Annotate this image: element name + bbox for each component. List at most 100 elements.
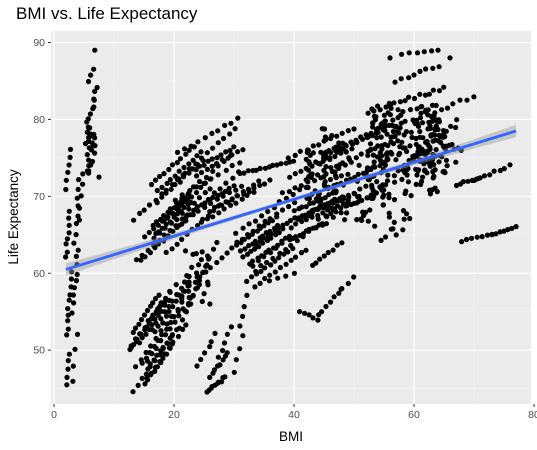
data-point <box>235 115 241 121</box>
data-point <box>453 159 459 165</box>
data-point <box>367 207 373 213</box>
data-point <box>381 112 387 118</box>
data-point <box>318 149 324 155</box>
data-point <box>172 319 178 325</box>
data-point <box>380 194 386 200</box>
data-point <box>337 162 343 168</box>
data-point <box>262 165 268 171</box>
data-point <box>215 140 221 146</box>
data-point <box>351 126 357 132</box>
data-point <box>283 261 289 267</box>
data-point <box>258 268 264 274</box>
data-point <box>261 254 267 260</box>
data-point <box>223 180 229 186</box>
data-point <box>426 91 432 97</box>
data-point <box>253 271 260 277</box>
data-point <box>246 189 252 195</box>
data-point <box>333 144 339 150</box>
data-point <box>173 298 179 304</box>
data-point <box>74 271 80 278</box>
y-tick-label: 80 <box>33 114 45 126</box>
data-point <box>85 124 91 130</box>
data-point <box>169 210 175 216</box>
data-point <box>257 280 263 286</box>
data-point <box>204 216 210 222</box>
data-point <box>169 246 175 252</box>
data-point <box>64 382 70 388</box>
x-tick-label: 40 <box>288 409 300 421</box>
data-point <box>205 158 211 164</box>
data-point <box>166 308 172 315</box>
data-point <box>290 245 296 252</box>
data-point <box>69 310 75 316</box>
data-point <box>161 232 167 238</box>
data-point <box>167 219 173 225</box>
data-point <box>396 130 402 136</box>
data-point <box>309 171 315 177</box>
data-point <box>334 242 340 248</box>
data-point <box>285 155 291 161</box>
data-point <box>177 156 183 162</box>
data-point <box>381 187 387 193</box>
data-point <box>186 170 192 176</box>
data-point <box>339 240 345 246</box>
data-point <box>379 153 385 159</box>
data-point <box>265 220 271 226</box>
data-point <box>214 239 220 246</box>
data-point <box>131 217 137 223</box>
data-point <box>321 174 327 180</box>
data-point <box>408 129 414 135</box>
data-point <box>128 344 134 350</box>
data-point <box>290 158 297 164</box>
data-point <box>400 208 407 214</box>
data-point <box>338 205 344 211</box>
data-point <box>422 167 428 173</box>
data-point <box>359 136 366 142</box>
data-point <box>267 177 273 183</box>
data-point <box>327 299 334 305</box>
data-point <box>330 214 336 220</box>
data-point <box>178 209 184 215</box>
data-point <box>257 165 263 172</box>
data-point <box>198 169 205 176</box>
data-point <box>275 275 281 281</box>
data-point <box>306 312 312 318</box>
data-point <box>293 221 299 227</box>
data-point <box>167 345 173 351</box>
data-point <box>219 157 225 163</box>
data-point <box>317 256 323 262</box>
data-point <box>364 195 370 201</box>
data-point <box>78 193 84 199</box>
data-point <box>354 139 360 145</box>
data-point <box>454 117 460 123</box>
data-point <box>275 225 281 231</box>
data-point <box>255 258 261 264</box>
data-point <box>237 346 243 352</box>
data-point <box>202 190 208 196</box>
data-point <box>430 175 436 181</box>
data-point <box>355 171 361 177</box>
data-point <box>214 161 220 167</box>
data-point <box>240 225 246 231</box>
data-point <box>303 217 309 223</box>
data-point <box>436 64 442 70</box>
data-point <box>380 182 386 188</box>
data-point <box>193 167 199 173</box>
data-point <box>407 143 413 149</box>
data-point <box>67 154 73 160</box>
data-point <box>159 191 165 197</box>
data-point <box>395 168 401 174</box>
data-point <box>160 355 166 361</box>
data-point <box>215 172 221 178</box>
data-point <box>188 199 194 206</box>
data-point <box>248 248 254 254</box>
data-point <box>186 294 192 301</box>
data-point <box>366 177 372 183</box>
data-point <box>176 223 182 229</box>
data-point <box>200 158 206 164</box>
data-point <box>390 117 396 123</box>
data-point <box>228 120 234 126</box>
data-point <box>338 196 344 202</box>
data-point <box>63 186 69 193</box>
data-point <box>395 107 401 113</box>
